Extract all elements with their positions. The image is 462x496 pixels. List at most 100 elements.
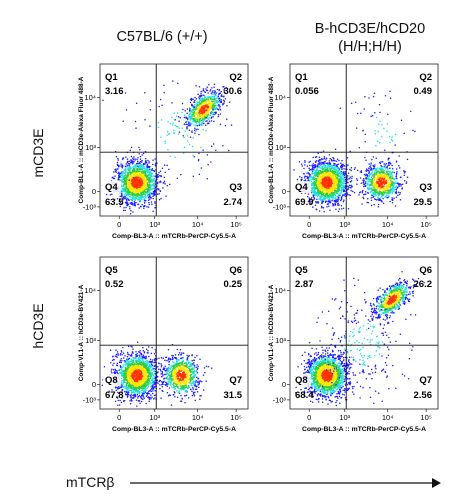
event-dot-pop0 [152,192,154,195]
event-dot-pop0 [134,199,136,202]
event-dot-pop1 [391,201,394,204]
event-dot-pop0 [131,203,134,205]
event-dot-pop0 [135,179,138,182]
event-dot-pop0 [136,158,138,161]
event-dot-pop0 [309,174,311,177]
event-dot-pop0 [142,167,144,170]
event-dot-pop2 [205,117,207,119]
event-dot-pop1 [211,102,214,104]
event-dot-pop0 [346,193,349,196]
event-dot-pop0 [333,166,335,169]
event-dot-pop0 [152,210,154,212]
event-dot-pop0 [322,150,325,152]
event-dot-pop1 [396,182,399,185]
event-dot-pop0 [129,196,132,198]
event-dot-pop0 [145,186,148,188]
event-dot-pop1 [213,91,215,94]
event-dot-pop1 [199,107,201,110]
event-dot-pop1 [220,94,223,96]
event-dot-pop2 [211,87,213,89]
event-dot-pop0 [117,159,120,161]
event-dot-pop0 [122,176,125,179]
event-dot-pop0 [327,189,330,192]
event-dot-pop0 [112,176,114,178]
event-dot-pop0 [142,175,145,178]
event-dot-pop0 [337,204,339,206]
event-dot-pop0 [327,198,330,201]
event-dot-pop0 [127,203,130,206]
event-dot-pop1 [366,177,369,180]
event-dot-pop1 [382,202,385,205]
event-dot-pop0 [333,176,335,178]
event-dot-pop2 [157,126,160,129]
event-dot-pop0 [125,156,127,158]
event-dot-pop2 [378,141,381,144]
event-dot-pop0 [139,177,142,180]
event-dot-pop2 [158,105,160,108]
event-dot-pop1 [393,186,395,189]
event-dot-pop1 [381,190,383,192]
event-dot-pop1 [396,186,399,188]
event-dot-pop0 [333,184,336,187]
event-dot-pop0 [115,155,118,158]
event-dot-pop0 [141,188,143,191]
event-dot-pop1 [391,183,393,186]
event-dot-pop1 [195,124,197,127]
event-dot-pop0 [329,187,332,189]
event-dot-pop1 [390,173,392,175]
event-dot-pop0 [316,179,318,181]
event-dot-pop1 [198,121,200,124]
event-dot-pop0 [333,181,336,184]
event-dot-pop0 [117,165,120,168]
event-dot-pop0 [342,176,345,178]
event-dot-pop2 [168,168,170,171]
event-dot-pop0 [348,194,350,196]
event-dot-pop1 [368,178,371,181]
event-dot-pop0 [132,165,135,167]
event-dot-pop0 [154,189,157,191]
event-dot-pop1 [388,179,390,181]
quadrant-value-q1: 3.16 [105,86,124,97]
event-dot-pop1 [182,135,184,137]
event-dot-pop0 [313,177,315,180]
plot-panel-top-right: Q1 0.056 Q2 0.49 Q3 29.5 Q4 69.9 0 10³ 10⁴ 10⁵ -10³ 0… [268,62,443,252]
event-dot-pop2 [167,121,169,123]
event-dot-pop0 [146,193,149,195]
event-dot-pop0 [127,194,129,197]
event-dot-pop0 [344,195,347,198]
event-dot-pop0 [142,165,144,167]
event-dot-pop1 [207,108,209,110]
event-dot-pop1 [393,171,396,174]
event-dot-pop0 [131,196,134,198]
event-dot-pop2 [193,106,195,108]
event-dot-pop0 [129,166,132,168]
event-dot-pop1 [372,196,374,199]
event-dot-pop2 [228,149,230,152]
event-dot-pop1 [212,103,215,106]
event-dot-pop0 [136,175,138,177]
event-dot-pop0 [340,162,342,164]
event-dot-pop1 [371,193,373,196]
event-dot-pop1 [204,91,207,94]
event-dot-pop1 [186,108,189,110]
event-dot-pop0 [138,198,141,200]
event-dot-pop0 [320,171,322,173]
event-dot-pop2 [184,130,187,133]
event-dot-pop0 [304,161,306,163]
y-tick-label: -10³ [83,202,97,211]
quadrant-id-q3: Q3 [229,182,242,193]
event-dot-pop1 [369,173,372,175]
event-dot-pop1 [376,168,378,171]
event-dot-pop0 [147,159,149,162]
event-dot-pop1 [387,192,389,195]
event-dot-pop0 [141,170,143,173]
event-dot-pop2 [167,148,169,151]
event-dot-pop0 [146,166,148,168]
event-dot-pop0 [126,179,128,181]
event-dot-pop1 [384,176,387,179]
event-dot-pop1 [199,110,201,113]
event-dot-pop1 [204,101,206,104]
event-dot-pop0 [162,187,164,189]
event-dot-pop1 [209,90,211,92]
event-dot-pop0 [314,163,316,166]
